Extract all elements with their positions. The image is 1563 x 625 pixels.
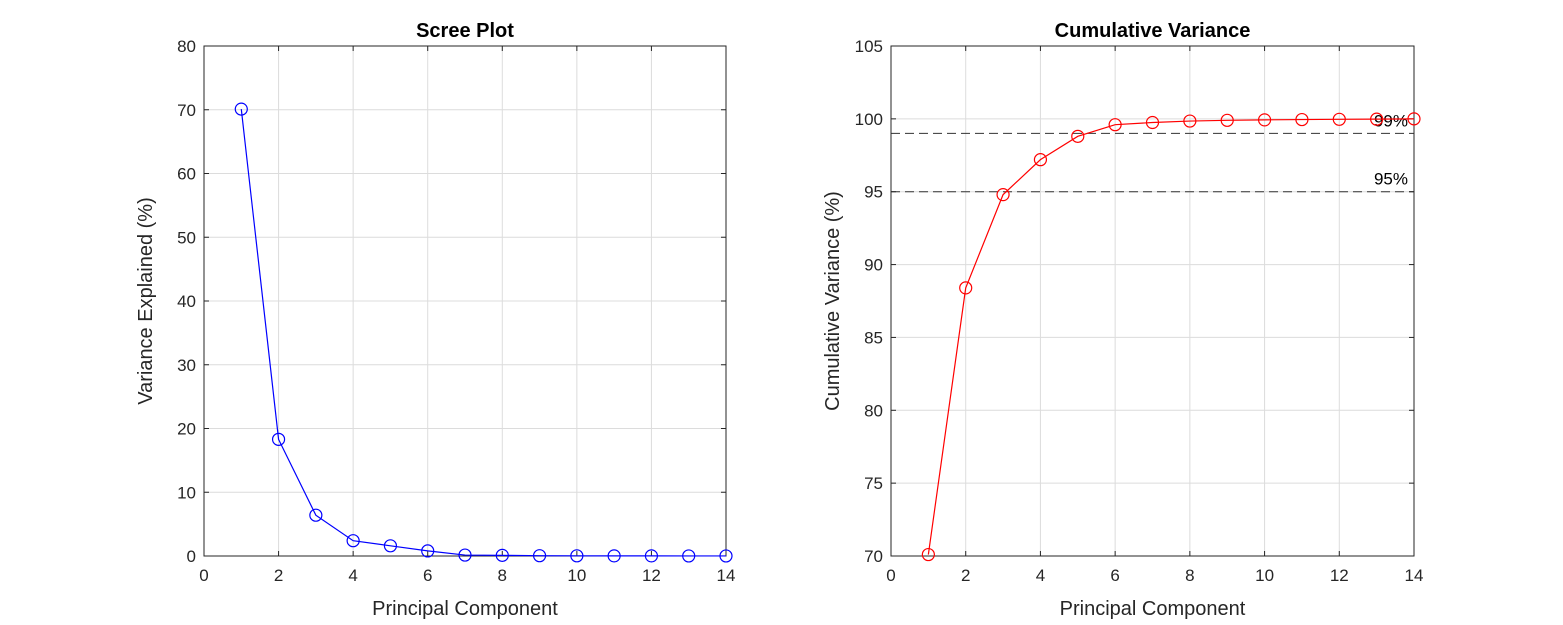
cumulative-variance-title: Cumulative Variance xyxy=(1055,20,1251,42)
cumulative-variance-data-point xyxy=(921,547,935,562)
cumulative-variance-x-tick-label: 0 xyxy=(886,566,895,585)
cumulative-variance-y-tick-label: 105 xyxy=(855,37,883,56)
cumulative-variance-x-tick-label: 14 xyxy=(1405,566,1424,585)
scree-plot-data-point xyxy=(570,549,584,563)
scree-plot-data-point xyxy=(383,539,398,553)
scree-plot-data-point xyxy=(532,549,547,563)
scree-plot-y-axis-label: Variance Explained (%) xyxy=(135,197,157,405)
scree-plot-ticks: 0 2 4 6 8 10 12 14 0 10 20 30 40 50 60 70 80 xyxy=(177,37,735,585)
scree-plot-y-tick-label: 0 xyxy=(187,547,196,566)
cumulative-variance-y-tick-label: 70 xyxy=(864,547,883,566)
scree-plot-x-tick-label: 8 xyxy=(498,566,507,585)
cumulative-variance-data-point xyxy=(1220,113,1234,127)
cumulative-variance-x-tick-label: 2 xyxy=(961,566,970,585)
cumulative-variance-x-tick-label: 6 xyxy=(1110,566,1119,585)
scree-plot-series xyxy=(234,102,733,563)
cumulative-variance-y-tick-label: 80 xyxy=(864,401,883,420)
cumulative-variance-y-tick-label: 85 xyxy=(864,328,883,347)
cumulative-variance-data-point xyxy=(1370,112,1384,126)
cumulative-variance-ticks: 0 2 4 6 8 10 12 14 70 75 80 85 90 95 100 105 xyxy=(855,37,1424,585)
cumulative-variance-y-tick-label: 75 xyxy=(864,474,883,493)
cumulative-variance-data-point xyxy=(1183,114,1197,128)
scree-plot-y-tick-label: 10 xyxy=(177,483,196,502)
cumulative-variance-y-axis-label: Cumulative Variance (%) xyxy=(822,191,844,411)
scree-plot-x-tick-label: 6 xyxy=(423,566,432,585)
cumulative-variance-x-tick-label: 12 xyxy=(1330,566,1349,585)
scree-plot-y-tick-label: 20 xyxy=(177,420,196,439)
scree-plot-x-tick-label: 2 xyxy=(274,566,283,585)
scree-plot-y-tick-label: 70 xyxy=(177,101,196,120)
scree-plot-y-tick-label: 60 xyxy=(177,165,196,184)
cumulative-variance-data-point xyxy=(1145,115,1160,130)
cumulative-variance-data-point xyxy=(996,188,1010,202)
scree-plot-data-point xyxy=(495,548,509,562)
cumulative-variance-data-point xyxy=(959,281,973,295)
cumulative-variance-series xyxy=(921,112,1421,562)
cumulative-variance-data-point xyxy=(1407,112,1421,126)
cumulative-variance-x-tick-label: 4 xyxy=(1036,566,1045,585)
cumulative-variance-data-point xyxy=(1332,112,1346,126)
cumulative-variance-x-tick-label: 8 xyxy=(1185,566,1194,585)
scree-plot-data-point xyxy=(607,549,621,563)
scree-plot-x-tick-label: 10 xyxy=(567,566,586,585)
scree-plot-y-tick-label: 30 xyxy=(177,356,196,375)
scree-plot-data-point xyxy=(682,549,696,563)
cumulative-variance-axes-frame xyxy=(890,45,1415,557)
cumulative-variance-y-tick-label: 90 xyxy=(864,256,883,275)
cumulative-variance-data-point xyxy=(1257,113,1272,127)
scree-plot-x-axis-label: Principal Component xyxy=(372,598,558,620)
scree-plot-x-tick-label: 0 xyxy=(199,566,208,585)
scree-plot-data-point xyxy=(458,548,472,562)
scree-plot-x-tick-label: 4 xyxy=(348,566,357,585)
cumulative-variance-data-point xyxy=(1033,153,1048,167)
cumulative-variance-x-axis-label: Principal Component xyxy=(1060,598,1246,620)
scree-plot-data-point xyxy=(271,432,286,446)
scree-plot-data-point xyxy=(234,102,248,116)
scree-plot-data-point xyxy=(644,549,659,563)
scree-plot-data-point xyxy=(421,544,435,558)
scree-plot-data-point xyxy=(346,534,360,548)
scree-plot-x-tick-label: 14 xyxy=(717,566,736,585)
scree-plot-y-tick-label: 40 xyxy=(177,292,196,311)
cumulative-variance-y-tick-label: 95 xyxy=(864,183,883,202)
scree-plot-x-tick-label: 12 xyxy=(642,566,661,585)
scree-plot-data-point xyxy=(719,549,733,563)
cumulative-variance-reference-line-label: 95% xyxy=(1374,170,1408,189)
scree-plot-data-point xyxy=(309,508,323,522)
scree-plot-y-tick-label: 50 xyxy=(177,228,196,247)
cumulative-variance-y-tick-label: 100 xyxy=(855,110,883,129)
cumulative-variance-data-point xyxy=(1071,129,1085,143)
scree-plot-y-tick-label: 80 xyxy=(177,37,196,56)
cumulative-variance-data-point xyxy=(1108,118,1122,132)
cumulative-variance-data-point xyxy=(1295,112,1309,127)
scree-plot-title: Scree Plot xyxy=(416,20,514,42)
cumulative-variance-x-tick-label: 10 xyxy=(1255,566,1274,585)
